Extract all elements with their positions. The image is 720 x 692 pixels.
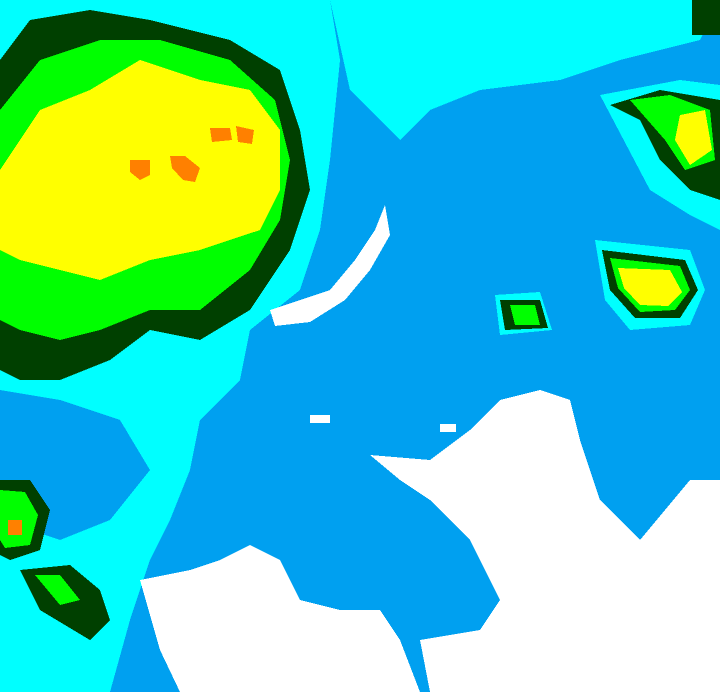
yellow-cell-northeast	[675, 110, 712, 165]
yellow-cell-east	[618, 268, 682, 306]
orange-cell-southwest	[8, 520, 22, 535]
clear-spot-1	[310, 415, 330, 423]
orange-cell-3	[210, 128, 232, 142]
clear-spot-2	[440, 424, 456, 432]
clear-area-southeast	[370, 390, 720, 692]
green-band-south	[35, 575, 80, 605]
dark-green-corner-northeast	[692, 0, 720, 35]
orange-cell-2	[170, 156, 200, 182]
orange-cell-4	[236, 126, 254, 144]
clear-area-south	[140, 545, 420, 692]
green-cell-center	[510, 305, 540, 325]
clear-area-center-north	[270, 205, 390, 326]
orange-cell-1	[130, 160, 150, 180]
cyan-region-north	[330, 0, 720, 140]
